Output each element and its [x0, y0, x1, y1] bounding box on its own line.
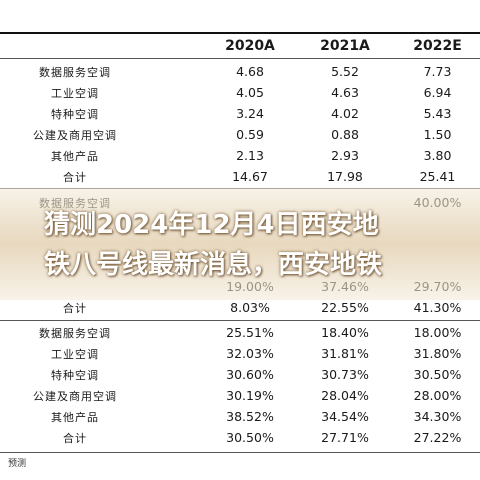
table-row: 数据服务空调 25.51% 18.40% 18.00% — [0, 322, 480, 343]
table-cell: 34.54% — [321, 409, 369, 424]
table-cell: 5.52 — [331, 64, 359, 79]
table-cell: 31.80% — [413, 346, 462, 361]
table-cell: 25.51% — [226, 325, 274, 340]
footnote: 预测 — [8, 459, 27, 469]
table-cell: 3.24 — [236, 106, 264, 121]
table-cell: 28.04% — [321, 388, 369, 403]
table-cell: 38.52% — [226, 409, 274, 424]
table-row: 数据服务空调 4.68 5.52 7.73 — [0, 61, 480, 82]
row-label: 公建及商用空调 — [33, 389, 117, 403]
row-label: 数据服务空调 — [39, 65, 111, 79]
table-row: 公建及商用空调 30.19% 28.04% 28.00% — [0, 385, 480, 406]
table-cell: 22.55% — [321, 300, 369, 315]
table-cell: 28.00% — [413, 388, 462, 403]
table-row: 其他产品 2.13 2.93 3.80 — [0, 145, 480, 166]
table-cell: 3.80 — [423, 148, 452, 163]
table-cell: 5.43 — [423, 106, 452, 121]
table-cell: 25.41 — [419, 169, 456, 184]
row-label: 公建及商用空调 — [33, 128, 117, 142]
table-cell: 4.63 — [331, 85, 359, 100]
row-label: 特种空调 — [51, 368, 99, 382]
table-row: 公建及商用空调 0.59 0.88 1.50 — [0, 124, 480, 145]
headline-line-2: 铁八号线最新消息，西安地铁 — [44, 250, 383, 280]
top-rule — [0, 32, 480, 34]
row-label: 工业空调 — [51, 86, 99, 100]
table-cell: 1.50 — [423, 127, 452, 142]
table-cell: 4.05 — [236, 85, 264, 100]
row-label: 数据服务空调 — [39, 326, 111, 340]
table-row: 合计 14.67 17.98 25.41 — [0, 166, 480, 187]
header-rule — [0, 58, 480, 59]
table-cell: 30.50% — [413, 367, 462, 382]
table-cell: 30.73% — [321, 367, 369, 382]
table-row: 合计 8.03% 22.55% 41.30% — [0, 297, 480, 318]
table-cell: 2.13 — [236, 148, 264, 163]
row-label: 合计 — [63, 431, 87, 445]
row-label: 其他产品 — [51, 410, 99, 424]
table-row: 工业空调 4.05 4.63 6.94 — [0, 82, 480, 103]
table-row: 工业空调 32.03% 31.81% 31.80% — [0, 343, 480, 364]
table-cell: 30.60% — [226, 367, 274, 382]
table-cell: 14.67 — [232, 169, 268, 184]
table-cell: 7.73 — [423, 64, 452, 79]
table-cell: 32.03% — [226, 346, 274, 361]
table-cell: 18.00% — [413, 325, 462, 340]
table-cell: 34.30% — [413, 409, 462, 424]
table-row: 特种空调 30.60% 30.73% 30.50% — [0, 364, 480, 385]
table-cell: 0.59 — [236, 127, 264, 142]
table-cell: 17.98 — [327, 169, 363, 184]
bottom-rule — [0, 452, 480, 453]
table-cell: 4.02 — [331, 106, 359, 121]
headline-banner — [0, 188, 480, 300]
table-header: 2020A 2021A 2022E — [0, 34, 480, 58]
table-row: 特种空调 3.24 4.02 5.43 — [0, 103, 480, 124]
table-cell: 30.19% — [226, 388, 274, 403]
column-header: 2021A — [320, 38, 370, 54]
table-cell: 18.40% — [321, 325, 369, 340]
row-label: 合计 — [63, 301, 87, 315]
table-cell: 27.71% — [321, 430, 369, 445]
table-cell: 2.93 — [331, 148, 359, 163]
table-cell: 27.22% — [413, 430, 462, 445]
table-cell: 30.50% — [226, 430, 274, 445]
column-header: 2020A — [225, 38, 275, 54]
table-row: 其他产品 38.52% 34.54% 34.30% — [0, 406, 480, 427]
table-cell: 41.30% — [413, 300, 462, 315]
headline-line-1: 猜测2024年12月4日西安地 — [44, 210, 379, 240]
row-label: 特种空调 — [51, 107, 99, 121]
row-label: 合计 — [63, 170, 87, 184]
row-label: 工业空调 — [51, 347, 99, 361]
row-label: 其他产品 — [51, 149, 99, 163]
table-cell: 4.68 — [236, 64, 264, 79]
table-cell: 31.81% — [321, 346, 369, 361]
table-cell: 8.03% — [230, 300, 270, 315]
section-rule — [0, 320, 480, 321]
table-row: 合计 30.50% 27.71% 27.22% — [0, 427, 480, 448]
table-cell: 0.88 — [331, 127, 359, 142]
column-header: 2022E — [413, 38, 462, 54]
table-cell: 6.94 — [423, 85, 452, 100]
